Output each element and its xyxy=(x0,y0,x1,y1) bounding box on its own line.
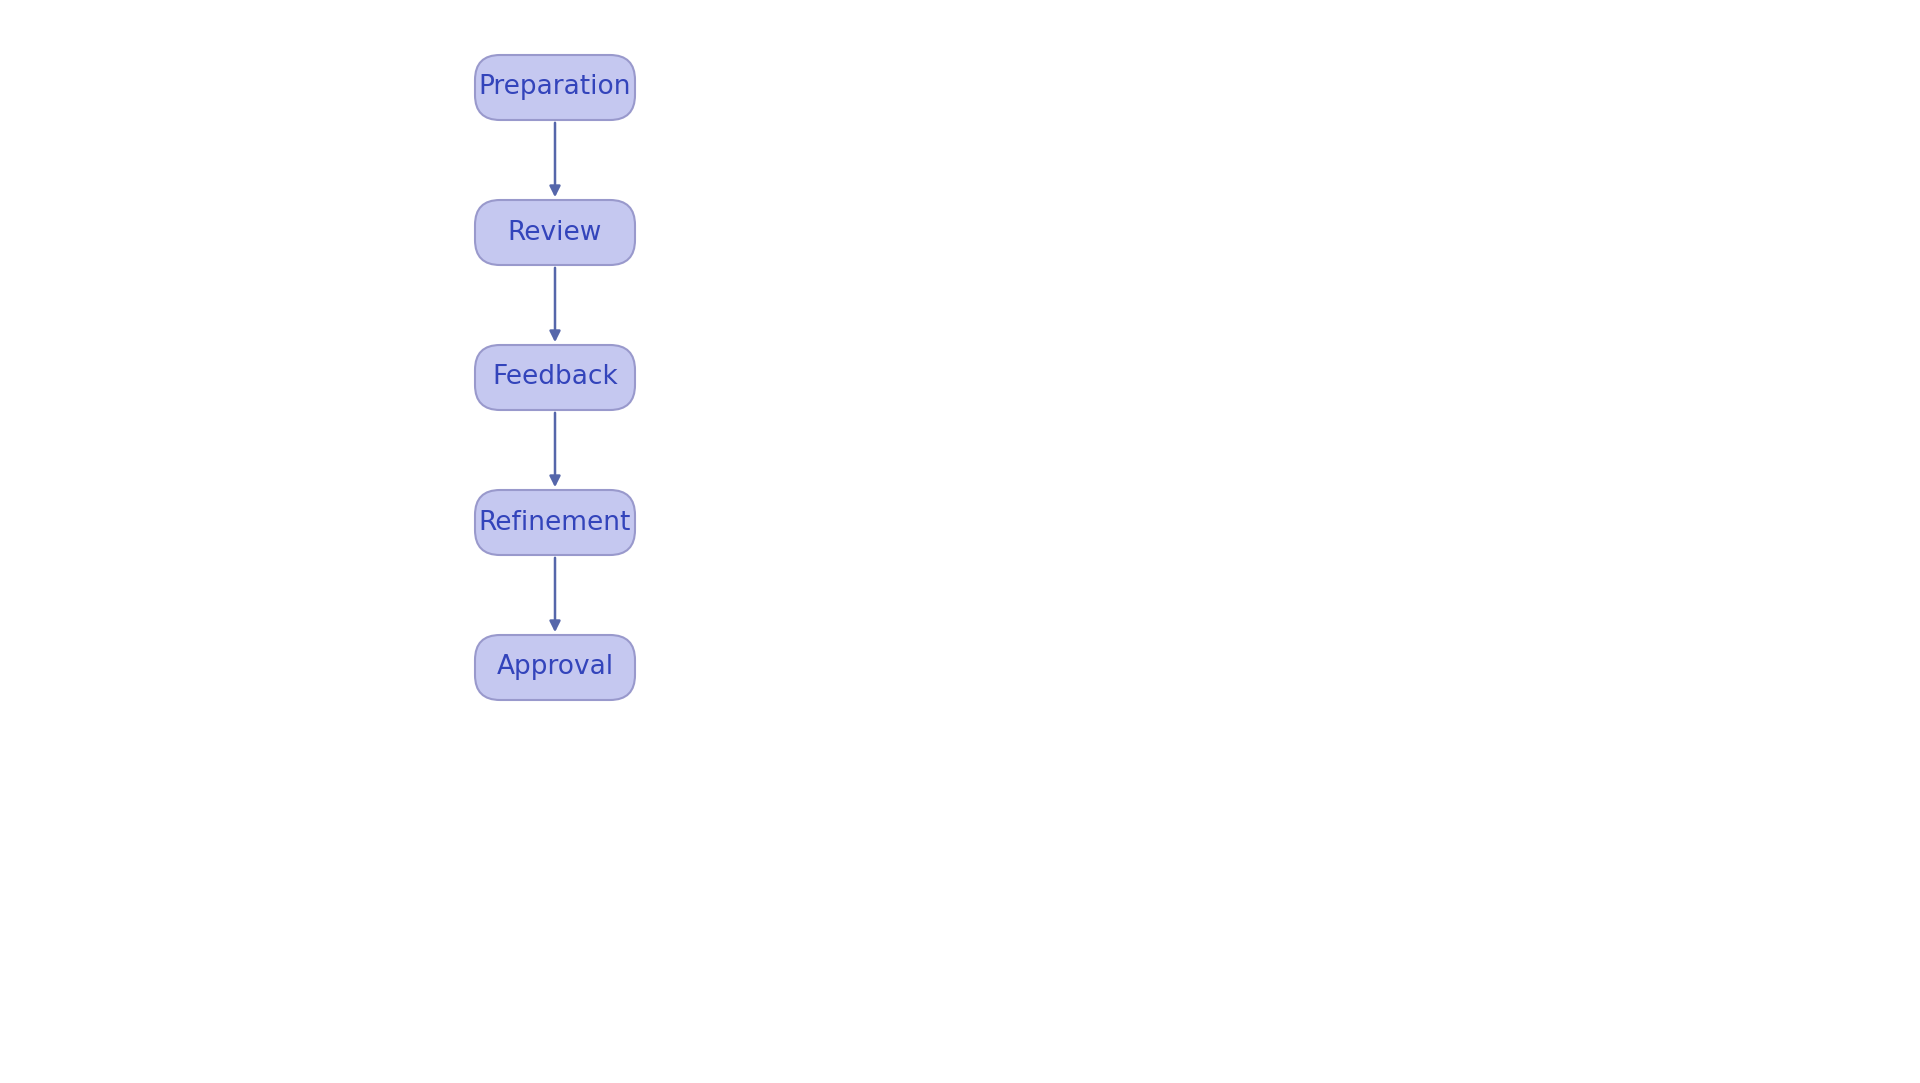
FancyBboxPatch shape xyxy=(474,635,636,700)
FancyBboxPatch shape xyxy=(474,345,636,410)
FancyBboxPatch shape xyxy=(474,55,636,120)
FancyBboxPatch shape xyxy=(474,200,636,265)
Text: Refinement: Refinement xyxy=(478,509,632,535)
Text: Approval: Approval xyxy=(497,654,614,680)
Text: Review: Review xyxy=(507,220,603,246)
Text: Feedback: Feedback xyxy=(492,365,618,391)
FancyBboxPatch shape xyxy=(474,490,636,554)
Text: Preparation: Preparation xyxy=(478,75,632,101)
